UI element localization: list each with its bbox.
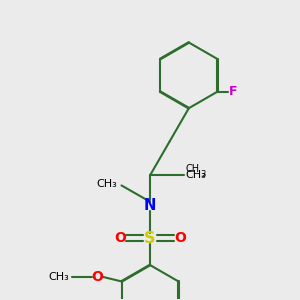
Text: CH₃: CH₃ xyxy=(96,179,117,189)
Text: O: O xyxy=(174,231,186,245)
Text: CH₃: CH₃ xyxy=(186,170,207,180)
Text: 3: 3 xyxy=(200,170,206,179)
Text: F: F xyxy=(229,85,237,98)
Text: O: O xyxy=(114,231,126,245)
Text: O: O xyxy=(92,270,103,284)
Text: N: N xyxy=(144,198,156,213)
Text: CH₃: CH₃ xyxy=(49,272,69,282)
Text: S: S xyxy=(144,231,156,246)
Text: CH: CH xyxy=(186,164,200,174)
